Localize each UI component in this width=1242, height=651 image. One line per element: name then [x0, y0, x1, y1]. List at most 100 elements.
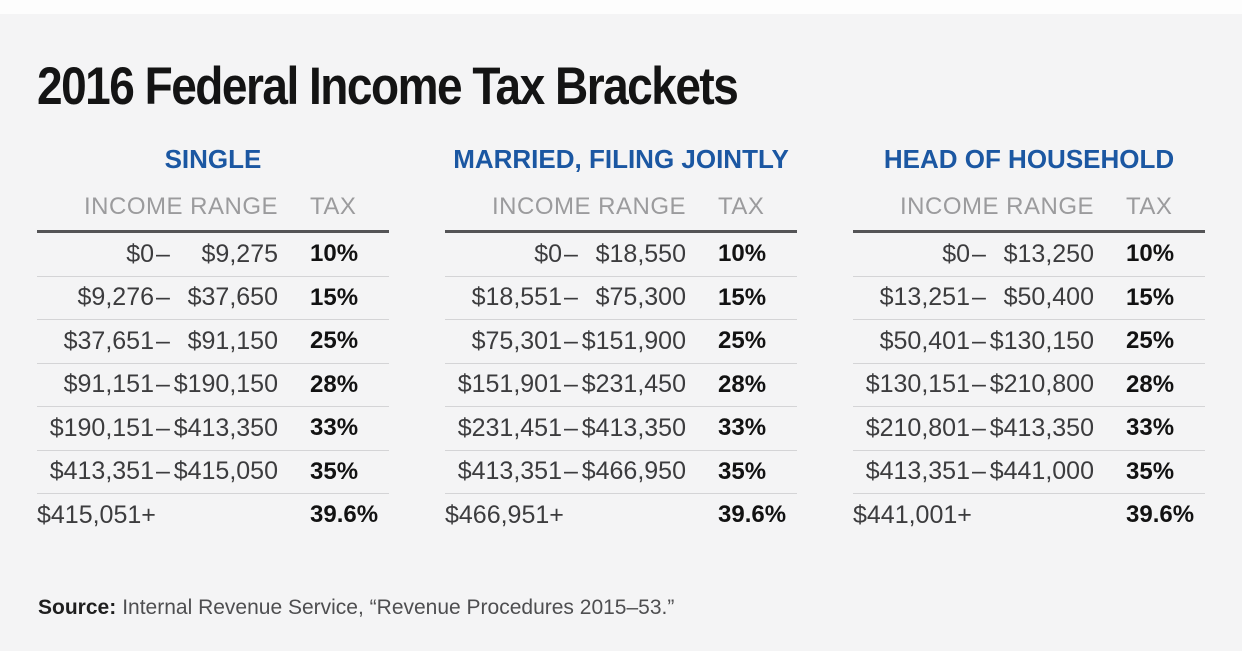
income-lower: $0 [534, 239, 562, 268]
income-upper: $415,050 [173, 457, 278, 486]
income-lower: $231,451 [457, 413, 562, 442]
income-lower: $190,151 [49, 413, 154, 442]
table-title: SINGLE [164, 144, 262, 174]
range-dash: – [156, 239, 170, 268]
income-upper: $466,950 [581, 457, 686, 486]
table-row: $190,151 – $413,350 33% [37, 406, 389, 450]
table-body: $0 – $13,250 10% $13,251 – $50,400 15% $… [853, 233, 1205, 537]
filing-status-table-married-filing-jointly: MARRIED, FILING JOINTLY INCOME RANGE TAX… [445, 145, 797, 537]
page-title: 2016 Federal Income Tax Brackets [37, 55, 739, 116]
tax-rate: 39.6% [718, 501, 787, 529]
table-row: $466,951+ 39.6% [445, 493, 797, 537]
filing-status-table-head-of-household: HEAD OF HOUSEHOLD INCOME RANGE TAX $0 – … [853, 145, 1205, 537]
table-row: $13,251 – $50,400 15% [853, 275, 1205, 320]
table-row: $441,001+ 39.6% [853, 493, 1205, 537]
table-row: $413,351 – $466,950 35% [445, 449, 797, 494]
range-dash: – [972, 457, 986, 486]
range-dash: – [156, 413, 170, 442]
range-dash: – [156, 370, 170, 399]
income-lower: $0 [126, 239, 154, 268]
tax-header: TAX [1126, 193, 1173, 220]
range-dash: – [564, 239, 578, 268]
table-row: $231,451 – $413,350 33% [445, 406, 797, 450]
table-row: $37,651 – $91,150 25% [37, 319, 389, 363]
income-lower: $441,001+ [853, 500, 972, 529]
range-dash: – [972, 413, 986, 442]
table-row: $0 – $18,550 10% [445, 233, 797, 276]
income-upper: $37,650 [187, 283, 278, 312]
tax-header: TAX [310, 193, 357, 220]
table-row: $413,351 – $415,050 35% [37, 449, 389, 494]
tax-rate: 25% [310, 327, 359, 355]
income-upper: $413,350 [173, 413, 278, 442]
source-text: Internal Revenue Service, “Revenue Proce… [122, 596, 675, 619]
column-header-row: INCOME RANGE TAX [853, 193, 1205, 233]
range-dash: – [564, 457, 578, 486]
income-upper: $75,300 [595, 283, 686, 312]
table-row: $413,351 – $441,000 35% [853, 449, 1205, 494]
income-lower: $413,351 [457, 457, 562, 486]
table-body: $0 – $18,550 10% $18,551 – $75,300 15% $… [445, 233, 797, 537]
table-row: $18,551 – $75,300 15% [445, 275, 797, 320]
range-dash: – [156, 457, 170, 486]
income-lower: $415,051+ [37, 500, 156, 529]
income-lower: $413,351 [865, 457, 970, 486]
income-upper: $130,150 [989, 326, 1094, 355]
income-upper: $413,350 [581, 413, 686, 442]
source-line: Source: Internal Revenue Service, “Revenu… [38, 596, 674, 620]
tax-rate: 35% [1126, 457, 1175, 485]
income-upper: $13,250 [1003, 239, 1094, 268]
tax-rate: 10% [718, 240, 767, 268]
income-lower: $13,251 [879, 283, 970, 312]
tax-rate: 35% [718, 457, 767, 485]
tax-rate: 39.6% [1126, 501, 1195, 529]
range-dash: – [972, 283, 986, 312]
income-lower: $18,551 [471, 283, 562, 312]
range-dash: – [564, 413, 578, 442]
range-dash: – [156, 326, 170, 355]
income-upper: $151,900 [581, 326, 686, 355]
filing-status-table-single: SINGLE INCOME RANGE TAX $0 – $9,275 10% … [37, 145, 389, 537]
income-upper: $18,550 [595, 239, 686, 268]
column-header-row: INCOME RANGE TAX [37, 193, 389, 233]
table-body: $0 – $9,275 10% $9,276 – $37,650 15% $37… [37, 233, 389, 537]
range-dash: – [564, 326, 578, 355]
income-upper: $190,150 [173, 370, 278, 399]
table-row: $9,276 – $37,650 15% [37, 275, 389, 320]
income-lower: $0 [942, 239, 970, 268]
column-header-row: INCOME RANGE TAX [445, 193, 797, 233]
income-lower: $210,801 [865, 413, 970, 442]
table-row: $91,151 – $190,150 28% [37, 362, 389, 407]
tax-rate: 15% [1126, 283, 1175, 311]
income-upper: $91,150 [187, 326, 278, 355]
income-lower: $50,401 [879, 326, 970, 355]
table-row: $151,901 – $231,450 28% [445, 362, 797, 407]
income-lower: $91,151 [63, 370, 154, 399]
table-row: $50,401 – $130,150 25% [853, 319, 1205, 363]
income-lower: $37,651 [63, 326, 154, 355]
income-upper: $413,350 [989, 413, 1094, 442]
tax-rate: 15% [718, 283, 767, 311]
tax-rate: 33% [310, 414, 359, 442]
range-dash: – [972, 239, 986, 268]
table-row: $0 – $13,250 10% [853, 233, 1205, 276]
range-dash: – [972, 370, 986, 399]
income-range-header: INCOME RANGE [491, 193, 686, 220]
table-row: $415,051+ 39.6% [37, 493, 389, 537]
range-dash: – [564, 370, 578, 399]
income-lower: $9,276 [77, 283, 154, 312]
tax-rate: 10% [1126, 240, 1175, 268]
income-lower: $130,151 [865, 370, 970, 399]
income-lower: $413,351 [49, 457, 154, 486]
tax-header: TAX [718, 193, 765, 220]
range-dash: – [972, 326, 986, 355]
income-lower: $75,301 [471, 326, 562, 355]
tax-rate: 15% [310, 283, 359, 311]
table-row: $75,301 – $151,900 25% [445, 319, 797, 363]
income-upper: $441,000 [989, 457, 1094, 486]
table-row: $130,151 – $210,800 28% [853, 362, 1205, 407]
table-row: $210,801 – $413,350 33% [853, 406, 1205, 450]
income-upper: $210,800 [989, 370, 1094, 399]
tax-rate: 28% [1126, 370, 1175, 398]
income-range-header: INCOME RANGE [83, 193, 278, 220]
